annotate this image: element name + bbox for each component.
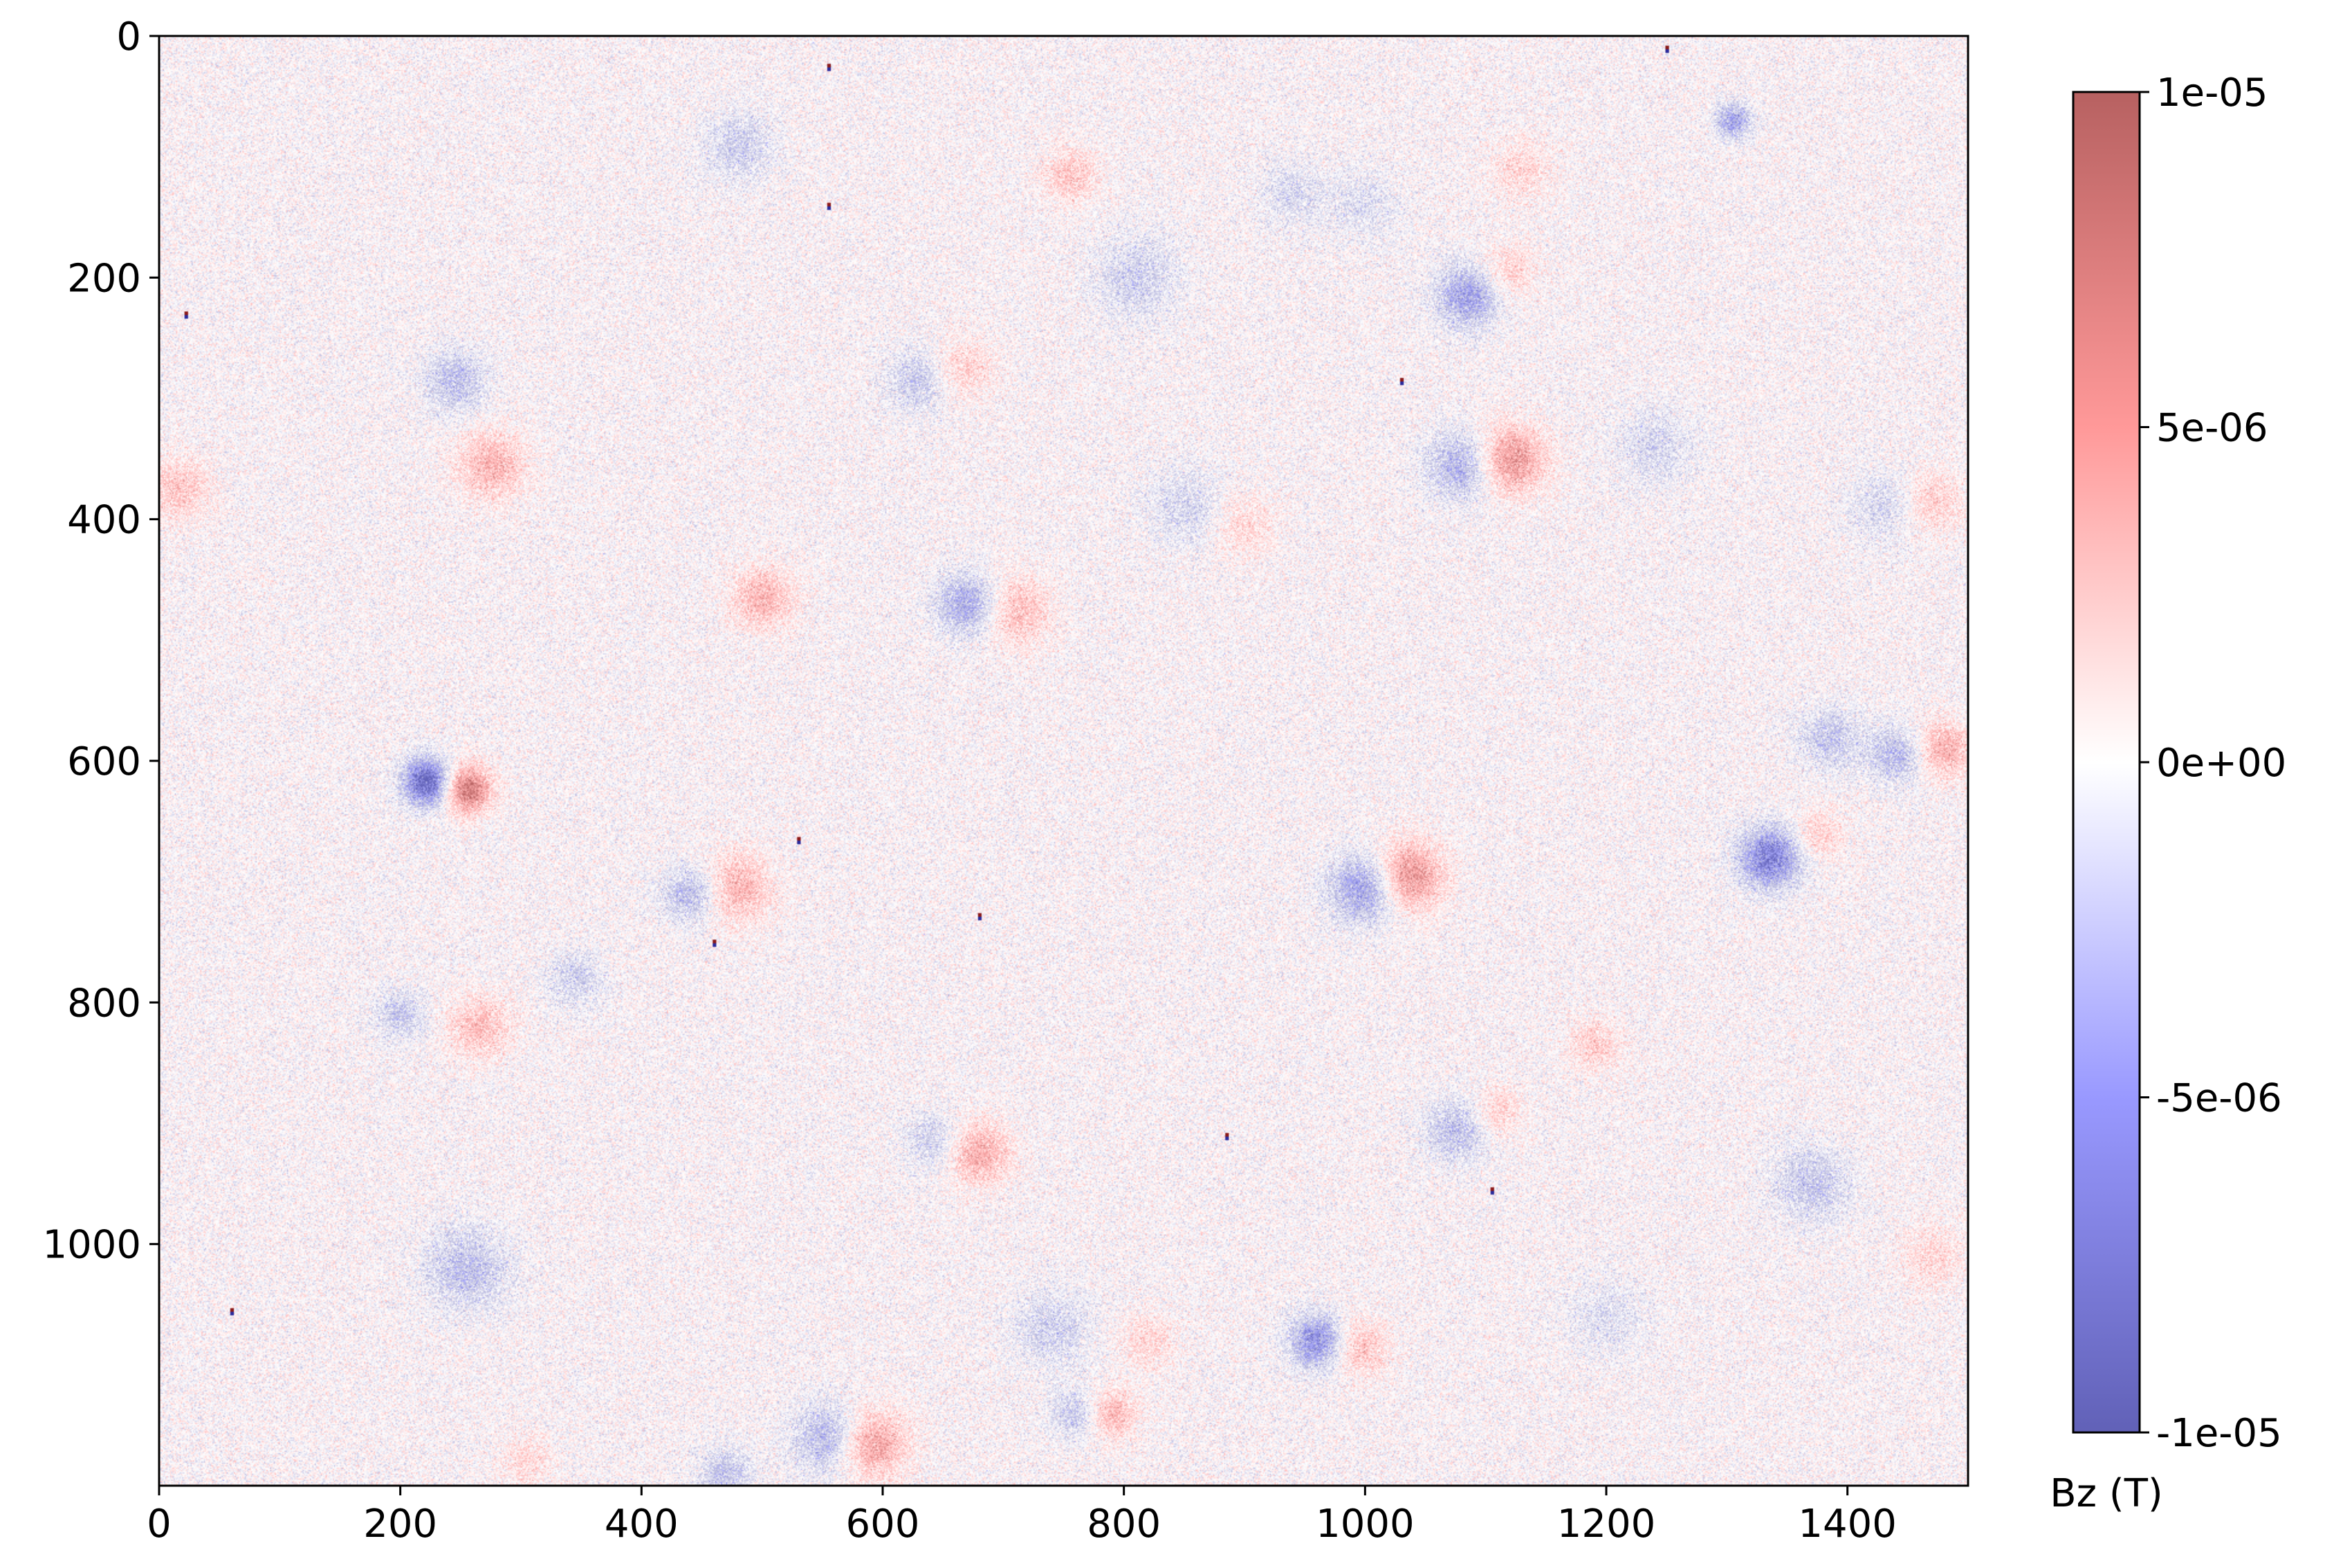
y-tick-label: 200 xyxy=(67,256,141,301)
x-tick-label: 1000 xyxy=(1316,1502,1415,1547)
colorbar-tick-label: 1e-05 xyxy=(2156,71,2268,116)
y-tick-label: 600 xyxy=(67,739,141,784)
colorbar-ticks: 1e-05 5e-06 0e+00 -5e-06 -1e-05 xyxy=(2140,71,2286,1456)
plot-frame xyxy=(158,35,1969,1487)
x-tick-label: 800 xyxy=(1087,1502,1161,1547)
x-tick-label: 1400 xyxy=(1798,1502,1897,1547)
heatmap-image xyxy=(159,36,1968,1486)
y-tick-label: 400 xyxy=(67,498,141,543)
x-tick-label: 0 xyxy=(147,1502,172,1547)
colorbar-tick-label: 0e+00 xyxy=(2156,741,2286,786)
x-tick-label: 200 xyxy=(363,1502,437,1547)
colorbar-tick-label: -1e-05 xyxy=(2156,1411,2282,1456)
y-tick-label: 0 xyxy=(116,15,141,59)
y-tick-label: 1000 xyxy=(42,1223,141,1268)
x-axis: 0 200 400 600 800 1000 1200 1400 xyxy=(147,1486,1897,1547)
colorbar-tick-label: 5e-06 xyxy=(2156,406,2268,451)
x-tick-label: 1200 xyxy=(1557,1502,1656,1547)
colorbar: 1e-05 5e-06 0e+00 -5e-06 -1e-05 Bz (T) xyxy=(2050,71,2286,1516)
colorbar-label: Bz (T) xyxy=(2050,1471,2163,1516)
x-tick-label: 600 xyxy=(846,1502,920,1547)
y-axis: 0 200 400 600 800 1000 xyxy=(42,15,159,1268)
colorbar-gradient xyxy=(2073,92,2140,1432)
colorbar-tick-label: -5e-06 xyxy=(2156,1076,2282,1121)
x-tick-label: 400 xyxy=(605,1502,679,1547)
y-tick-label: 800 xyxy=(67,981,141,1026)
